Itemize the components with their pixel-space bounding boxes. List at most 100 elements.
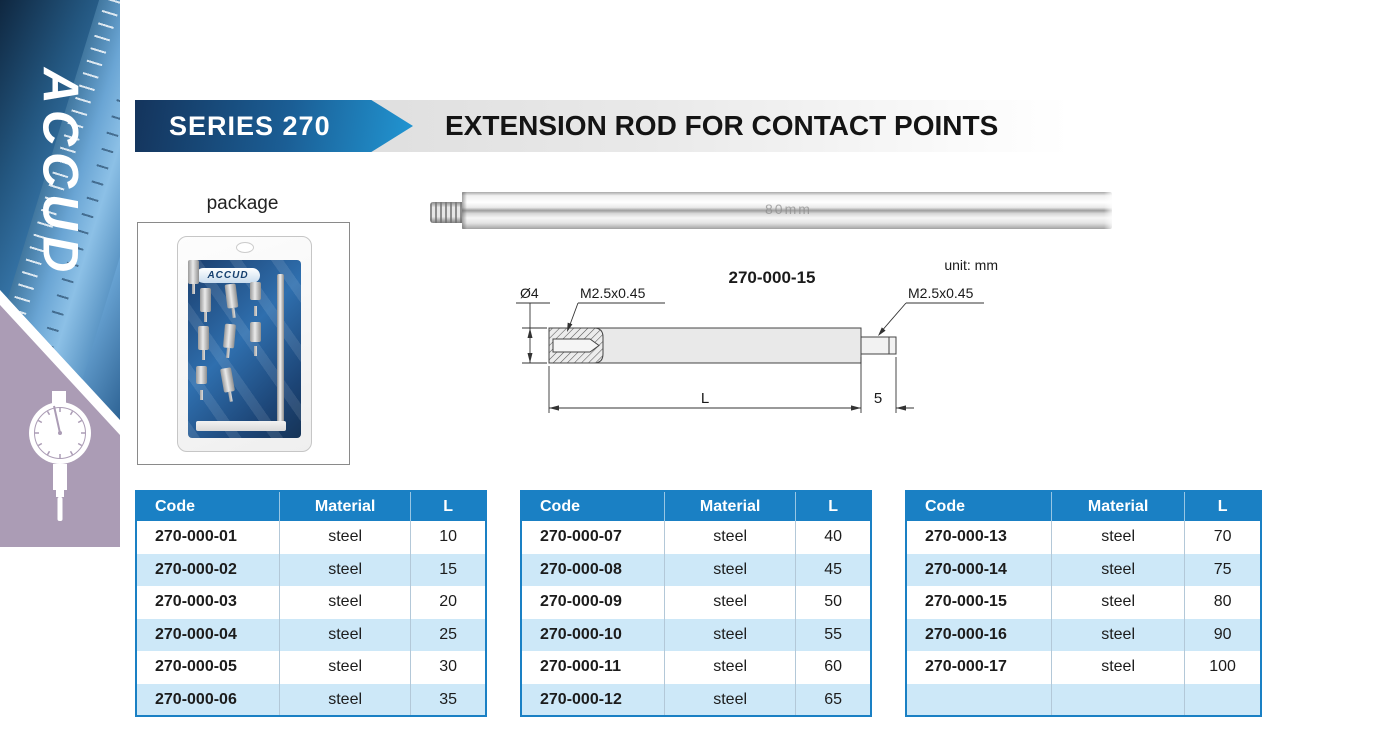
table-cell: 75 <box>1184 553 1261 586</box>
table-cell <box>1184 683 1261 716</box>
contact-point-illustration <box>200 288 211 322</box>
table-row: 270-000-08 steel 45 <box>521 553 871 586</box>
table-row: 270-000-12 steel 65 <box>521 683 871 716</box>
package-brand-text: ACCUD <box>207 270 249 281</box>
column-header: Material <box>663 491 796 521</box>
blister-pack: ACCUD <box>177 236 312 452</box>
page-title: EXTENSION ROD FOR CONTACT POINTS <box>445 110 999 141</box>
table-cell: 80 <box>1184 586 1261 619</box>
contact-point-illustration <box>188 260 199 294</box>
dim-thread-left-label: M2.5x0.45 <box>580 285 646 301</box>
column-header: Material <box>278 491 411 521</box>
table-cell: 270-000-05 <box>155 658 237 676</box>
column-header: L <box>795 491 871 521</box>
table-cell: 40 <box>795 521 871 554</box>
drawing-model-number: 270-000-15 <box>729 268 816 287</box>
table-cell: steel <box>663 618 796 651</box>
series-label: SERIES 270 <box>169 110 331 141</box>
contact-point-illustration <box>196 366 207 400</box>
table-cell: steel <box>278 521 411 554</box>
table-cell: steel <box>278 553 411 586</box>
contact-point-illustration <box>250 282 261 316</box>
drawing-unit-note: unit: mm <box>944 257 998 273</box>
table-cell: 25 <box>410 618 486 651</box>
packaged-rod-illustration <box>277 274 284 426</box>
table-cell: 70 <box>1184 521 1261 554</box>
table-row: 270-000-13 steel 70 <box>906 521 1261 554</box>
drawing-threaded-hole <box>552 338 600 353</box>
dim-stud-label: 5 <box>874 390 882 407</box>
table-cell: 270-000-03 <box>155 593 237 611</box>
table-cell: 15 <box>410 553 486 586</box>
table-cell: 270-000-16 <box>925 625 1007 643</box>
brand-logo-text: ACCUD <box>32 67 89 278</box>
contact-point-illustration <box>250 322 261 356</box>
series-banner: SERIES 270 <box>135 100 413 152</box>
table-cell: steel <box>663 683 796 716</box>
table-cell: 55 <box>795 618 871 651</box>
table-row: 270-000-04 steel 25 <box>136 618 486 651</box>
table-row: 270-000-09 steel 50 <box>521 586 871 619</box>
table-cell <box>1051 683 1185 716</box>
table-cell: 100 <box>1184 651 1261 684</box>
table-cell: 45 <box>795 553 871 586</box>
table-cell: 270-000-15 <box>925 593 1007 611</box>
column-header: Code <box>906 491 1052 521</box>
table-cell: 270-000-02 <box>155 560 237 578</box>
dim-thread-right-label: M2.5x0.45 <box>908 285 974 301</box>
technical-drawing: 270-000-15 unit: mm <box>516 257 998 413</box>
table-cell: 270-000-14 <box>925 560 1007 578</box>
column-header: L <box>1184 491 1261 521</box>
table-cell: 270-000-04 <box>155 625 237 643</box>
table-row: 270-000-07 steel 40 <box>521 521 871 554</box>
table-row: 270-000-10 steel 55 <box>521 618 871 651</box>
column-header: Code <box>136 491 280 521</box>
table-cell: 90 <box>1184 618 1261 651</box>
drawing-stud <box>860 336 897 355</box>
contact-point-illustration <box>219 367 236 393</box>
package-card: ACCUD <box>188 260 301 438</box>
column-header: Material <box>1051 491 1185 521</box>
table-cell: 270-000-07 <box>540 528 622 545</box>
table-row: 270-000-11 steel 60 <box>521 651 871 684</box>
table-row: 270-000-17 steel 100 <box>906 651 1261 684</box>
spec-table-2: Code Material L 270-000-07 steel 40 270-000-0… <box>520 490 872 717</box>
table-row: 270-000-06 steel 35 <box>136 683 486 716</box>
table-cell: 270-000-06 <box>155 690 237 708</box>
table-cell: 270-000-10 <box>540 625 622 643</box>
table-row: 270-000-01 steel 10 <box>136 521 486 554</box>
dimension-arrows <box>527 322 906 411</box>
rod-thread-tip <box>430 202 464 223</box>
contact-point-illustration <box>198 326 209 360</box>
table-cell: steel <box>278 683 411 716</box>
table-cell: 270-000-11 <box>540 658 621 676</box>
spec-table-3: Code Material L 270-000-13 steel 70 270-000-1… <box>905 490 1262 717</box>
product-photo: 80mm <box>430 188 1112 232</box>
table-header-row: Code Material L <box>136 491 486 521</box>
rod-body: 80mm <box>462 192 1112 229</box>
table-cell: steel <box>1051 553 1185 586</box>
table-row: 270-000-03 steel 20 <box>136 586 486 619</box>
table-cell: steel <box>663 586 796 619</box>
package-brand-band: ACCUD <box>196 268 260 283</box>
rod-engraving: 80mm <box>765 201 812 217</box>
table-cell: 65 <box>795 683 871 716</box>
table-cell: steel <box>278 651 411 684</box>
table-cell: steel <box>1051 521 1185 554</box>
table-cell: 50 <box>795 586 871 619</box>
contact-point-illustration <box>224 283 239 309</box>
table-row: 270-000-05 steel 30 <box>136 651 486 684</box>
table-cell: steel <box>1051 618 1185 651</box>
table-cell: 270-000-01 <box>155 528 237 545</box>
table-row: 270-000-02 steel 15 <box>136 553 486 586</box>
table-cell: 20 <box>410 586 486 619</box>
column-header: L <box>410 491 486 521</box>
table-cell: 270-000-08 <box>540 560 622 578</box>
table-cell: steel <box>1051 651 1185 684</box>
dim-diameter-label: Ø4 <box>520 285 539 301</box>
table-row: 270-000-14 steel 75 <box>906 553 1261 586</box>
table-cell: 270-000-09 <box>540 593 622 611</box>
table-cell: steel <box>663 553 796 586</box>
package-label: package <box>206 193 279 214</box>
table-cell: steel <box>1051 586 1185 619</box>
